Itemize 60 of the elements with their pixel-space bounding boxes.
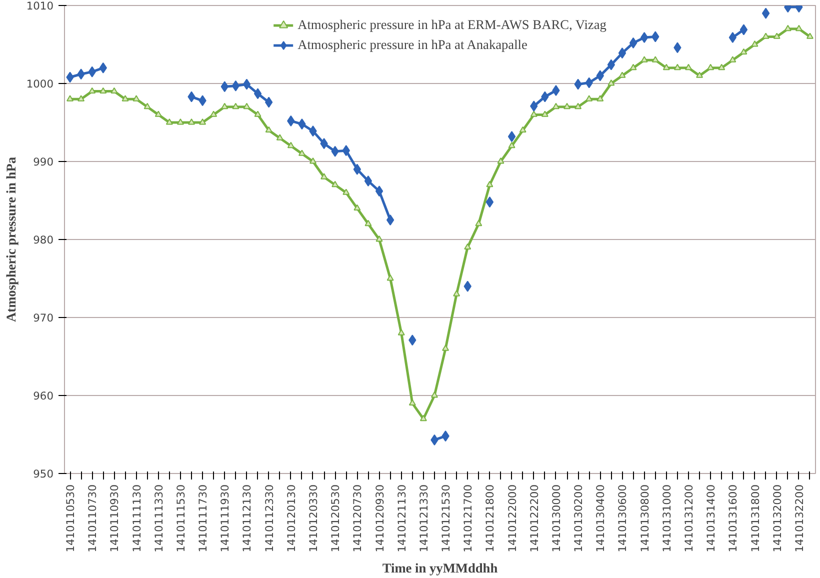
y-tick-label: 960 [33, 390, 54, 402]
point [364, 176, 372, 186]
x-tick-label: 1410131000 [660, 484, 674, 552]
x-tick-label: 1410131400 [704, 484, 718, 552]
x-tick-label: 1410110730 [86, 484, 100, 552]
x-tick-label: 1410111130 [130, 484, 144, 552]
point [740, 24, 748, 36]
point [607, 59, 616, 70]
x-tick-label: 1410130400 [594, 484, 608, 552]
point [386, 214, 394, 226]
point [762, 8, 770, 19]
point [640, 32, 648, 43]
x-tick-label: 1410131800 [748, 484, 762, 552]
x-tick-label: 1410120330 [306, 484, 320, 552]
x-tick-label: 1410120730 [351, 484, 364, 552]
x-tick-label: 1410130200 [572, 484, 586, 552]
x-tick-label: 1410110530 [64, 484, 78, 552]
point [508, 131, 516, 142]
point [264, 96, 273, 108]
point [618, 48, 626, 59]
x-tick-label: 1410111730 [196, 484, 210, 552]
point [242, 78, 251, 90]
y-tick-label: 950 [33, 468, 54, 480]
x-tick-label: 1410130000 [550, 484, 563, 552]
point [486, 196, 494, 208]
x-tick-label: 1410111530 [174, 484, 188, 552]
x-tick-label: 1410112130 [240, 484, 254, 552]
x-tick-label: 1410121700 [462, 484, 475, 552]
x-tick-label: 1410121330 [417, 484, 430, 552]
legend-label: Atmospheric pressure in hPa at ERM-AWS BARC, Vizag [298, 17, 606, 33]
x-tick-label: 1410111930 [218, 484, 232, 552]
point [375, 186, 384, 197]
x-tick-label: 1410111330 [152, 484, 166, 552]
x-tick-label: 1410120930 [373, 484, 386, 552]
y-tick-label: 1010 [26, 0, 54, 12]
x-tick-label: 1410131200 [682, 484, 696, 552]
x-tick-label: 1410112330 [262, 484, 276, 552]
x-tick-label: 1410132200 [792, 484, 806, 552]
x-axis-title: Time in yyMMddhh [382, 560, 498, 576]
x-tick-label: 1410130600 [616, 484, 630, 552]
point [232, 80, 240, 92]
y-tick-label: 980 [33, 234, 54, 246]
x-tick-label: 1410120530 [329, 484, 342, 552]
x-tick-label: 1410122200 [528, 484, 541, 552]
y-tick-label: 1000 [26, 78, 54, 90]
y-tick-label: 970 [33, 312, 54, 324]
x-tick-label: 1410110930 [108, 484, 122, 552]
x-tick-label: 1410122000 [506, 484, 519, 552]
y-tick-label: 990 [33, 156, 54, 168]
y-axis-title: Atmospheric pressure in hPa [3, 156, 18, 322]
x-tick-label: 1410121130 [395, 484, 408, 552]
x-tick-label: 1410130800 [638, 484, 652, 552]
x-tick-label: 1410121800 [484, 484, 497, 552]
legend-label: Atmospheric pressure in hPa at Anakapalle [298, 37, 528, 53]
point [629, 37, 638, 48]
point [254, 88, 262, 100]
x-tick-label: 1410120130 [284, 484, 298, 552]
x-tick-label: 1410131600 [726, 484, 740, 552]
x-tick-label: 1410132000 [770, 484, 784, 552]
x-tick-label: 1410121530 [440, 484, 453, 552]
